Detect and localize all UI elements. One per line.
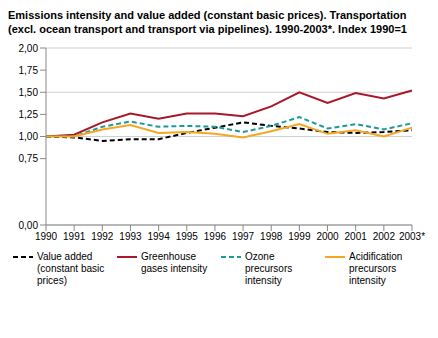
svg-text:0,00: 0,00	[19, 220, 39, 231]
svg-text:1999: 1999	[288, 231, 311, 242]
svg-text:1995: 1995	[176, 231, 199, 242]
svg-text:2,00: 2,00	[19, 43, 39, 54]
svg-text:1990: 1990	[35, 231, 58, 242]
svg-text:1,00: 1,00	[19, 131, 39, 142]
svg-text:1997: 1997	[232, 231, 255, 242]
svg-text:1,75: 1,75	[19, 65, 39, 76]
html-text:Ozone precursors intensity: Ozone precursors intensity	[245, 251, 293, 286]
svg-text:1998: 1998	[260, 231, 283, 242]
svg-text:1996: 1996	[204, 231, 227, 242]
html-text:Greenhouse gases intensity: Greenhouse gases intensity	[141, 251, 208, 274]
svg-text:2003*: 2003*	[399, 231, 425, 242]
html-text:Emissions intensity and value: Emissions intensity and value added (con…	[8, 9, 407, 35]
svg-text:1993: 1993	[119, 231, 142, 242]
svg-text:2001: 2001	[345, 231, 368, 242]
html-text:Value added (constant basic pr: Value added (constant basic prices)	[37, 251, 105, 286]
svg-text:2000: 2000	[316, 231, 339, 242]
svg-text:1994: 1994	[147, 231, 170, 242]
svg-text:2002: 2002	[373, 231, 396, 242]
svg-text:1991: 1991	[63, 231, 86, 242]
svg-text:1,25: 1,25	[19, 109, 39, 120]
html-text:Acidification precursors inten: Acidification precursors intensity	[349, 251, 403, 286]
svg-text:1,50: 1,50	[19, 87, 39, 98]
svg-text:1992: 1992	[91, 231, 114, 242]
svg-text:0,75: 0,75	[19, 153, 39, 164]
